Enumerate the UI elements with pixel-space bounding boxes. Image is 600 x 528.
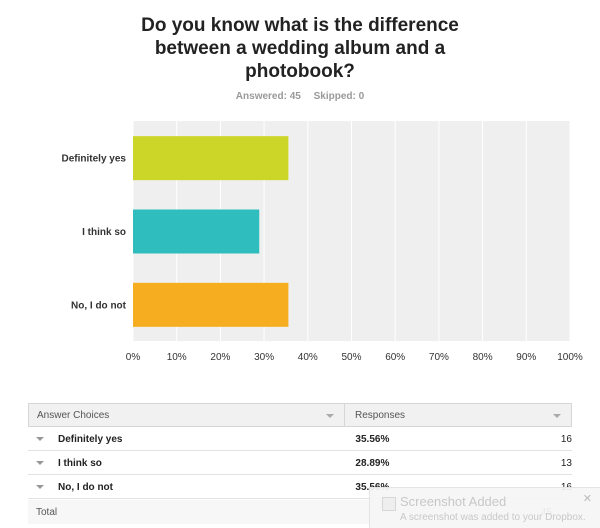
x-tick-label: 80% <box>473 352 493 363</box>
x-tick-label: 70% <box>429 352 449 363</box>
table-row: Definitely yes 35.56% 16 <box>28 428 572 451</box>
row-label: No, I do not <box>58 481 113 493</box>
category-label: I think so <box>82 227 126 238</box>
screenshot-notification[interactable]: Screenshot Added A screenshot was added … <box>369 487 600 528</box>
x-tick-label: 30% <box>254 352 274 363</box>
bar <box>133 136 289 181</box>
answer-choices-header[interactable]: Answer Choices <box>29 404 345 426</box>
row-label: Definitely yes <box>58 433 123 445</box>
row-percent: 28.89% <box>355 457 390 469</box>
expand-chevron-icon[interactable] <box>36 461 44 465</box>
table-row: I think so 28.89% 13 <box>28 452 572 475</box>
row-percent: 35.56% <box>355 433 390 445</box>
total-label: Total <box>36 506 58 518</box>
dropbox-icon <box>382 497 396 511</box>
x-tick-label: 0% <box>126 352 141 363</box>
x-tick-label: 10% <box>167 352 187 363</box>
expand-chevron-icon[interactable] <box>36 437 44 441</box>
x-tick-label: 20% <box>210 352 230 363</box>
x-tick-label: 90% <box>516 352 536 363</box>
x-tick-label: 50% <box>341 352 361 363</box>
bar <box>133 282 289 327</box>
x-tick-label: 40% <box>298 352 318 363</box>
sort-chevron-icon[interactable] <box>326 414 334 418</box>
skipped-count: Skipped: 0 <box>313 91 365 102</box>
x-tick-label: 100% <box>557 352 583 363</box>
expand-chevron-icon[interactable] <box>36 485 44 489</box>
answered-count: Answered: 45 <box>235 91 301 102</box>
row-label: I think so <box>58 457 102 469</box>
category-label: Definitely yes <box>62 154 127 165</box>
table-header: Answer Choices Responses <box>28 403 572 427</box>
response-stats: Answered: 45 Skipped: 0 <box>0 91 600 102</box>
row-count: 13 <box>560 457 572 469</box>
bar <box>133 209 260 254</box>
close-icon[interactable]: ✕ <box>582 493 592 505</box>
row-count: 16 <box>560 433 572 445</box>
notification-title: Screenshot Added <box>400 494 507 509</box>
question-title: Do you know what is the difference betwe… <box>141 15 459 82</box>
responses-header[interactable]: Responses <box>345 404 571 426</box>
category-label: No, I do not <box>71 300 127 311</box>
notification-message: A screenshot was added to your Dropbox. <box>400 512 586 523</box>
bar-chart: 0% 10% 20% 30% 40% 50% 60% 70% 80% 90% 100% Definit… <box>62 121 583 363</box>
x-tick-label: 60% <box>385 352 405 363</box>
sort-chevron-icon[interactable] <box>553 414 561 418</box>
